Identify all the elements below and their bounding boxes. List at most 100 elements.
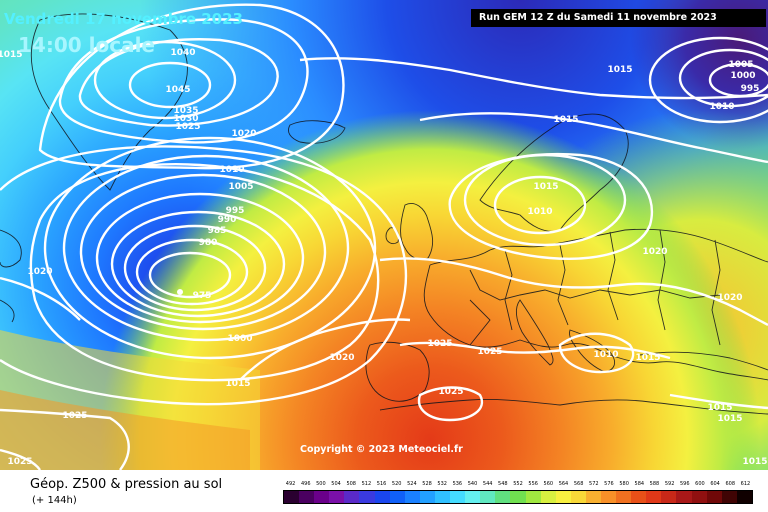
- coastlines: [0, 13, 768, 415]
- scale-tick-label: 588: [649, 481, 660, 487]
- isobar-label: 1030: [173, 114, 199, 124]
- scale-tick-label: 580: [619, 481, 629, 487]
- scale-swatch: [329, 491, 345, 503]
- scale-swatch: [600, 491, 617, 503]
- scale-swatch: [555, 491, 571, 503]
- weather-map: 1015 1015 1040 1045 1035 1030 1025 1020 …: [0, 0, 768, 470]
- scale-swatch: [359, 491, 375, 503]
- isobar-label: 1025: [7, 457, 33, 467]
- scale-tick-label: 596: [679, 481, 690, 487]
- scale-tick-label: 552: [513, 481, 523, 487]
- isobar-label: 1010: [709, 102, 735, 112]
- scale-tick-label: 504: [331, 481, 341, 487]
- isobar-label: 995: [740, 84, 760, 94]
- isobar-label: 1020: [717, 293, 743, 303]
- scale-tick-label: 548: [498, 481, 508, 487]
- isobar-label: 980: [198, 238, 218, 248]
- copyright-text: Copyright © 2023 Meteociel.fr: [300, 444, 463, 455]
- scale-swatch: [434, 491, 451, 503]
- isobar-label: 1020: [642, 247, 668, 257]
- model-run-label: Run GEM 12 Z du Samedi 11 novembre 2023: [471, 9, 766, 27]
- scale-tick-label: 528: [422, 481, 432, 487]
- scale-tick-label: 536: [452, 481, 463, 487]
- scale-tick-label: 524: [407, 481, 417, 487]
- isobar-label: 1010: [593, 350, 619, 360]
- scale-swatch: [314, 491, 330, 503]
- scale-tick-label: 508: [346, 481, 356, 487]
- isobar-label: 1025: [438, 387, 464, 397]
- scale-tick-label: 492: [285, 481, 296, 487]
- scale-swatch: [661, 491, 677, 503]
- legend-title: Géop. Z500 & pression au sol: [30, 477, 223, 492]
- isobar-label: 1025: [175, 122, 201, 132]
- isobar-label: 1020: [231, 129, 257, 139]
- scale-swatch: [510, 491, 526, 503]
- scale-tick-label: 532: [437, 481, 447, 487]
- scale-tick-label: 520: [391, 481, 402, 487]
- scale-tick-label: 572: [589, 481, 599, 487]
- scale-swatch: [284, 491, 300, 503]
- isobar-label: 1025: [477, 347, 503, 357]
- scale-tick-label: 516: [376, 481, 387, 487]
- scale-tick-label: 612: [740, 481, 751, 487]
- isobar-label: 1020: [329, 353, 355, 363]
- scale-tick-label: 544: [482, 481, 493, 487]
- scale-swatch: [389, 491, 405, 503]
- scale-swatch: [480, 491, 496, 503]
- scale-swatch: [706, 491, 722, 503]
- scale-swatch: [676, 491, 692, 503]
- isobar-label: 1010: [527, 207, 553, 217]
- isobar-label: 1035: [173, 106, 199, 116]
- scale-swatch: [495, 491, 511, 503]
- scale-tick-label: 608: [725, 481, 736, 487]
- scale-tick-label: 540: [467, 481, 478, 487]
- isobar-label: 1005: [228, 182, 254, 192]
- map-canvas: [0, 0, 768, 470]
- scale-tick-label: 560: [543, 481, 554, 487]
- scale-swatch: [450, 491, 466, 503]
- low-center-marker: [177, 289, 183, 295]
- legend-subtitle: (+ 144h): [32, 495, 77, 506]
- forecast-time: 14:00 locale: [18, 33, 155, 57]
- scale-swatch: [540, 491, 556, 503]
- isobar-label: 1015: [225, 379, 251, 389]
- scale-swatch: [299, 491, 315, 503]
- isobar-label: 1015: [707, 403, 733, 413]
- color-scale-bar: [283, 490, 753, 504]
- scale-tick-label: 584: [634, 481, 645, 487]
- isobar-label: 1005: [728, 60, 754, 70]
- scale-tick-label: 500: [316, 481, 326, 487]
- isobar-label: 1015: [635, 353, 661, 363]
- scale-swatch: [525, 491, 541, 503]
- scale-swatch: [616, 491, 632, 503]
- scale-tick-label: 576: [604, 481, 614, 487]
- isobar-label: 1015: [553, 115, 579, 125]
- isobars: [0, 3, 768, 470]
- scale-swatch: [570, 491, 586, 503]
- isobar-label: 1000: [730, 71, 756, 81]
- scale-swatch: [691, 491, 707, 503]
- isobar-label: 1000: [227, 334, 253, 344]
- isobar-label: 1010: [219, 165, 245, 175]
- scale-tick-label: 568: [573, 481, 584, 487]
- isobar-label: 990: [217, 215, 237, 225]
- scale-swatch: [585, 491, 601, 503]
- scale-swatch: [374, 491, 390, 503]
- isobar-label: 975: [192, 291, 212, 301]
- forecast-date: Vendredi 17 novembre 2023: [4, 10, 243, 28]
- isobar-label: 1020: [27, 267, 53, 277]
- isobar-label: 1015: [607, 65, 633, 75]
- scale-tick-label: 604: [710, 481, 720, 487]
- scale-tick-label: 592: [664, 481, 675, 487]
- color-scale-labels: 492 496 500 504 508 512 516 520 524 528 532 536 540 5…: [283, 481, 753, 489]
- scale-swatch: [404, 491, 420, 503]
- scale-tick-label: 564: [558, 481, 569, 487]
- scale-swatch: [721, 491, 737, 503]
- scale-tick-label: 512: [361, 481, 372, 487]
- scale-tick-label: 600: [695, 481, 705, 487]
- scale-swatch: [344, 491, 360, 503]
- scale-swatch: [736, 491, 752, 503]
- isobar-label: 1015: [717, 414, 743, 424]
- isobar-label: 1025: [427, 339, 453, 349]
- scale-tick-label: 556: [528, 481, 538, 487]
